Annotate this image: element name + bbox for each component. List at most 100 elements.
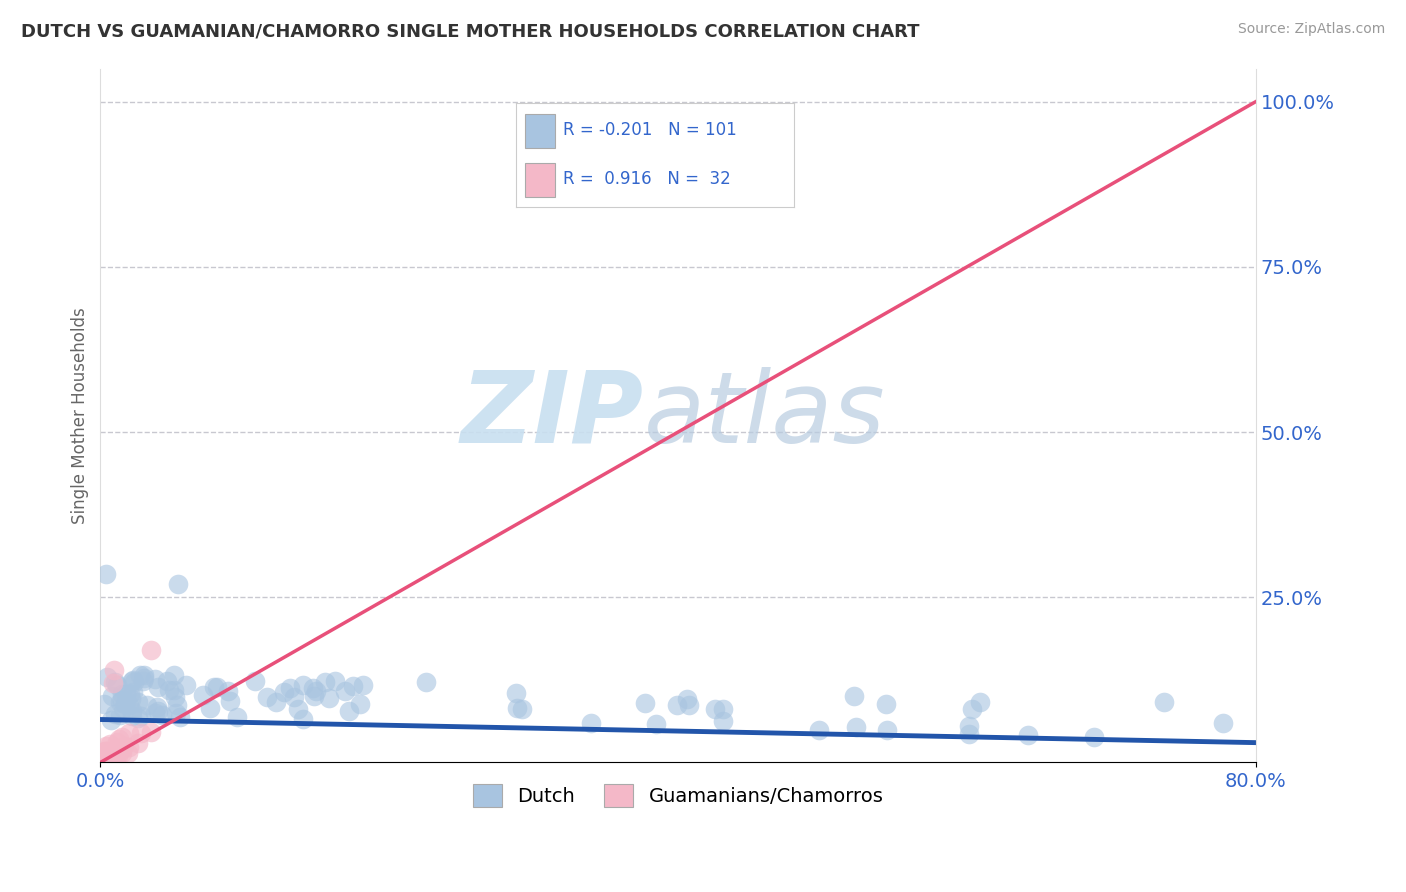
Point (665, 698, 688, 712)
Point (1212, 715, 1234, 730)
Point (165, 706, 187, 720)
Point (121, 704, 143, 718)
Point (122, 674, 145, 689)
Point (292, 678, 315, 692)
Point (115, 687, 138, 701)
Point (960, 702, 983, 716)
Point (301, 681, 323, 695)
Point (112, 739, 135, 753)
Point (676, 692, 699, 706)
Point (111, 701, 134, 715)
Point (110, 695, 132, 709)
Y-axis label: Single Mother Households: Single Mother Households (72, 307, 89, 524)
Point (121, 709, 143, 723)
Point (134, 672, 156, 686)
Point (143, 672, 166, 686)
Point (121, 673, 143, 688)
Point (105, 752, 128, 766)
Point (156, 674, 179, 689)
Point (139, 725, 162, 739)
Point (157, 682, 180, 697)
Point (118, 698, 141, 713)
Point (105, 747, 128, 761)
Point (264, 696, 287, 710)
Point (318, 691, 340, 706)
Point (118, 726, 141, 740)
Point (122, 673, 145, 687)
Point (166, 577, 188, 591)
Point (280, 681, 302, 696)
Point (107, 742, 129, 756)
Point (104, 675, 127, 690)
Point (91, 745, 114, 759)
Point (146, 699, 169, 714)
Point (163, 690, 186, 704)
Point (127, 736, 149, 750)
Point (845, 720, 868, 734)
Point (134, 667, 156, 681)
Point (122, 685, 145, 699)
Text: DUTCH VS GUAMANIAN/CHAMORRO SINGLE MOTHER HOUSEHOLDS CORRELATION CHART: DUTCH VS GUAMANIAN/CHAMORRO SINGLE MOTHE… (21, 22, 920, 40)
Point (218, 694, 240, 708)
Point (291, 712, 314, 726)
Point (107, 747, 129, 762)
Point (111, 693, 134, 707)
Point (243, 674, 266, 689)
Legend: Dutch, Guamanians/Chamorros: Dutch, Guamanians/Chamorros (465, 776, 891, 815)
Point (335, 684, 357, 698)
Point (579, 715, 602, 730)
Point (139, 643, 162, 657)
Point (505, 686, 527, 700)
Text: atlas: atlas (644, 367, 886, 464)
Point (120, 692, 142, 706)
Point (103, 663, 125, 677)
Point (98, 737, 121, 751)
Point (101, 689, 124, 703)
Point (97, 749, 120, 764)
Point (217, 684, 239, 698)
Point (198, 701, 221, 715)
Point (90, 750, 112, 764)
Point (107, 735, 129, 749)
Point (148, 704, 170, 718)
Point (1017, 728, 1039, 742)
Point (204, 680, 226, 694)
Point (678, 698, 700, 712)
Point (135, 698, 157, 713)
Point (105, 678, 128, 692)
Point (342, 680, 364, 694)
Point (127, 711, 149, 725)
Point (349, 697, 371, 711)
Point (633, 696, 655, 710)
Point (94, 567, 117, 582)
Point (512, 702, 534, 716)
Point (256, 690, 278, 705)
Point (415, 675, 437, 690)
Point (93, 697, 115, 711)
Point (97, 751, 120, 765)
Point (101, 752, 124, 766)
Point (337, 704, 360, 718)
Point (128, 667, 150, 681)
Point (94, 744, 117, 758)
Point (704, 702, 727, 716)
Point (107, 732, 129, 747)
Point (111, 730, 134, 744)
Point (711, 714, 734, 729)
Point (163, 683, 186, 698)
Point (117, 746, 139, 760)
Point (314, 674, 336, 689)
Point (118, 688, 141, 702)
Point (957, 719, 980, 733)
Point (713, 702, 735, 716)
Point (302, 690, 325, 704)
Point (287, 702, 309, 716)
Point (163, 668, 186, 682)
Point (1083, 731, 1105, 745)
Point (166, 698, 188, 713)
Point (129, 709, 152, 723)
Point (957, 727, 980, 741)
Point (127, 695, 149, 709)
Point (875, 698, 897, 712)
Point (96, 670, 118, 684)
